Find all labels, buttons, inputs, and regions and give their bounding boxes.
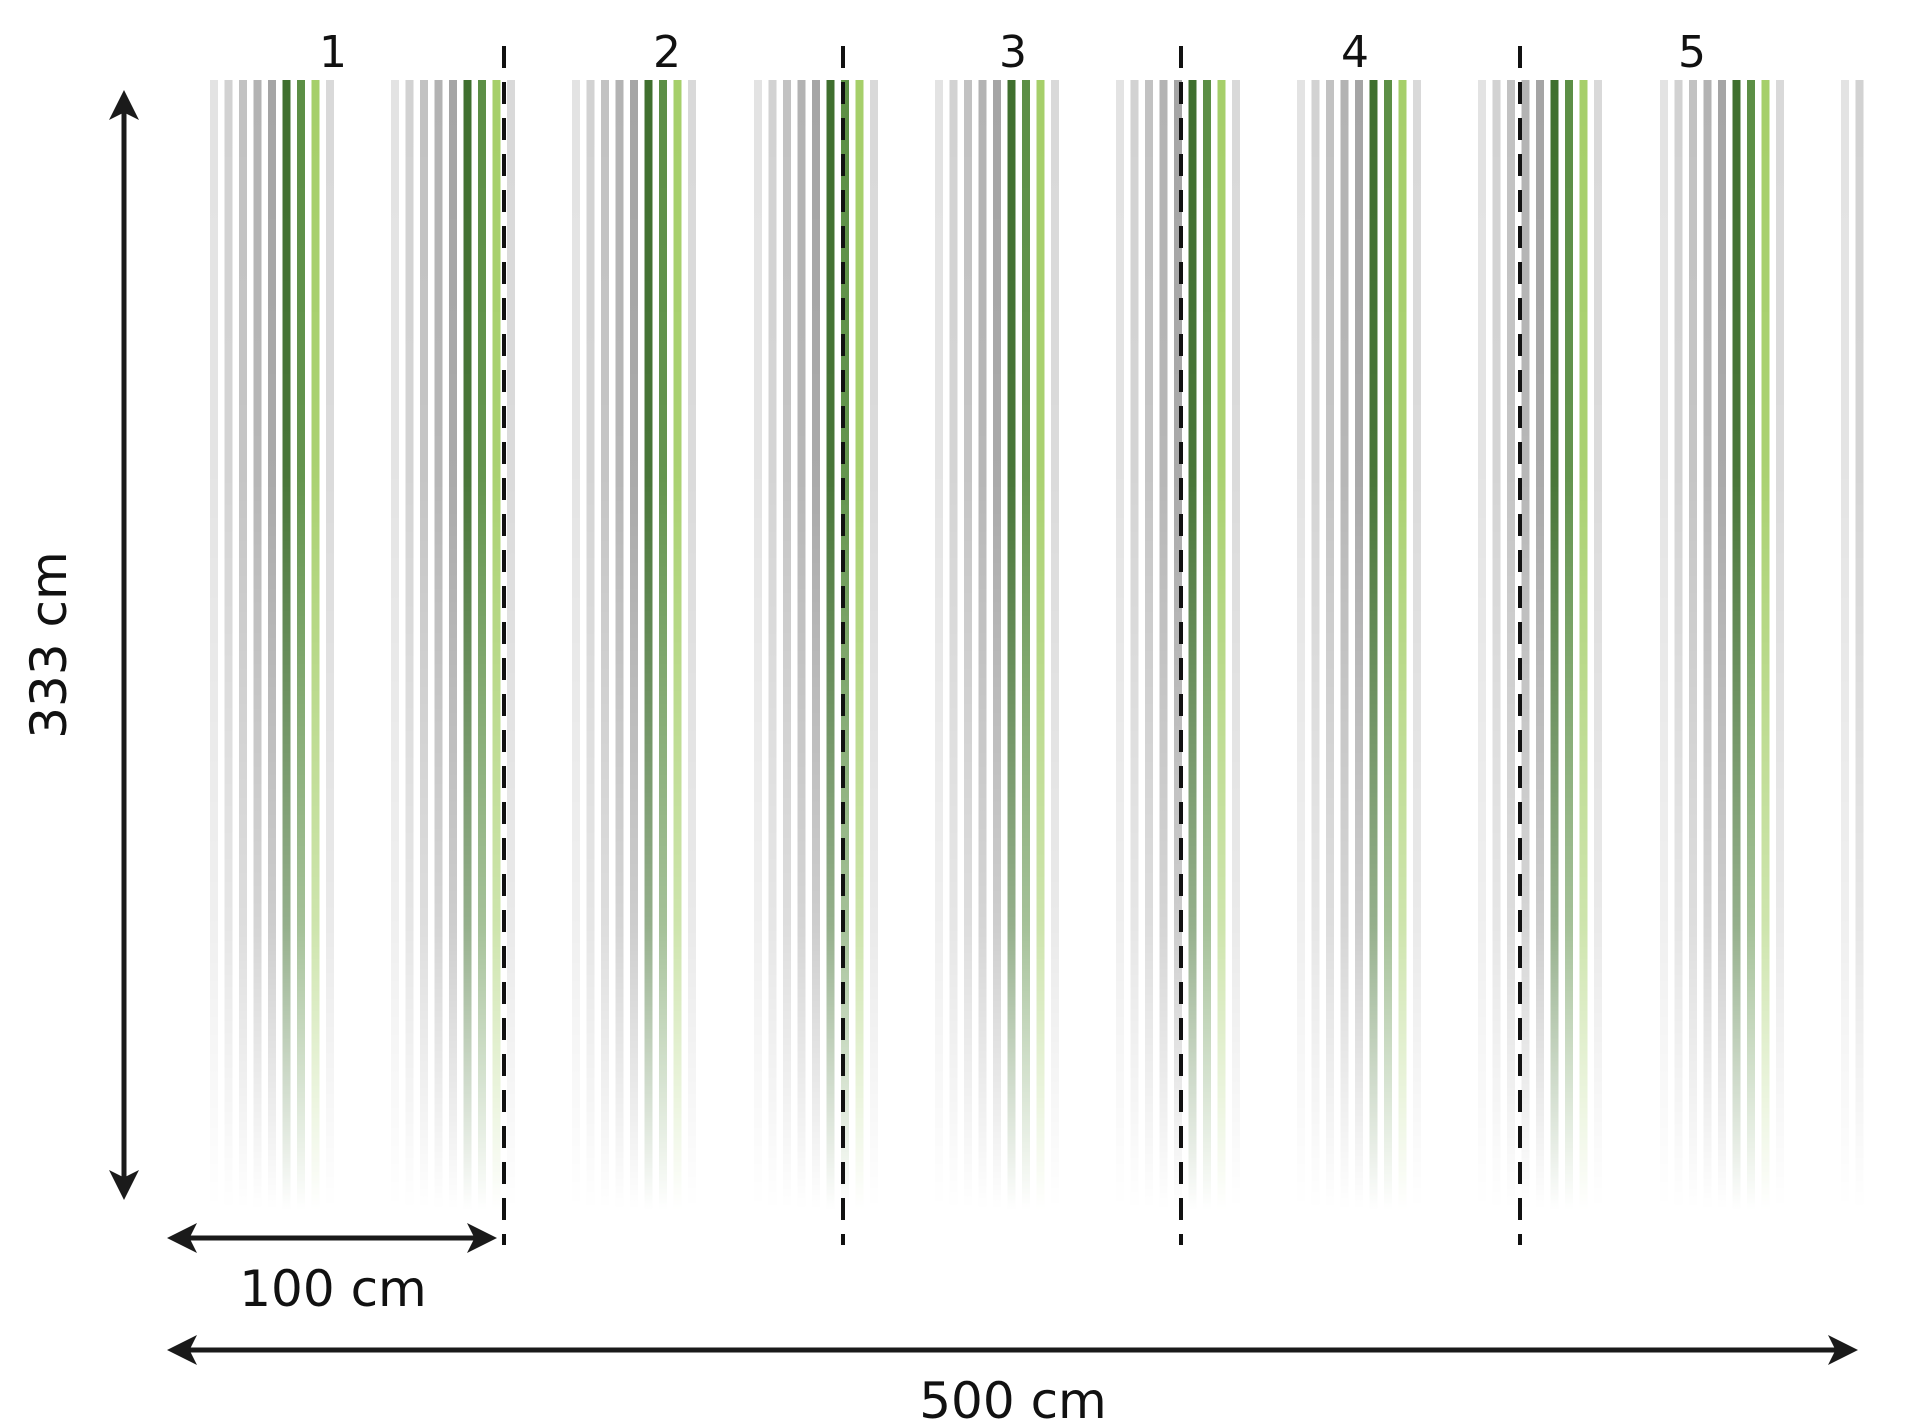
panel-seam-lines — [502, 46, 1522, 1245]
stripe — [224, 80, 233, 1210]
stripe — [572, 80, 580, 1210]
panel-number-1: 1 — [319, 27, 347, 78]
panel-number-2: 2 — [653, 27, 681, 78]
stripe — [1051, 80, 1059, 1210]
stripe — [1855, 80, 1864, 1210]
stripe — [1130, 80, 1139, 1210]
stripe — [1478, 80, 1486, 1210]
stripe — [1732, 80, 1741, 1210]
stripe — [239, 80, 247, 1210]
stripe — [1689, 80, 1697, 1210]
stripe — [311, 80, 320, 1210]
stripe — [586, 80, 595, 1210]
stripe — [449, 80, 457, 1210]
stripe — [1022, 80, 1030, 1210]
stripe — [1340, 80, 1349, 1210]
stripe — [1718, 80, 1726, 1210]
stripe — [492, 80, 501, 1210]
stripe — [463, 80, 472, 1210]
height-label: 333 cm — [20, 551, 78, 739]
stripe — [1413, 80, 1421, 1210]
stripe — [282, 80, 291, 1210]
stripe — [1159, 80, 1168, 1210]
stripe — [1384, 80, 1392, 1210]
stripe — [754, 80, 762, 1210]
stripe — [478, 80, 486, 1210]
stripe — [391, 80, 399, 1210]
stripe — [1841, 80, 1849, 1210]
stripe — [1776, 80, 1784, 1210]
stripe — [1311, 80, 1320, 1210]
stripe — [253, 80, 262, 1210]
stripe — [615, 80, 624, 1210]
stripe — [783, 80, 791, 1210]
panel-number-5: 5 — [1678, 27, 1706, 78]
stripe — [1565, 80, 1573, 1210]
stripe — [1116, 80, 1124, 1210]
stripe — [326, 80, 334, 1210]
stripe — [1007, 80, 1016, 1210]
stripe — [978, 80, 987, 1210]
wallpaper-mural — [210, 80, 1864, 1210]
stripe — [405, 80, 414, 1210]
stripe — [673, 80, 682, 1210]
stripe — [1550, 80, 1559, 1210]
stripe — [1492, 80, 1501, 1210]
stripe — [688, 80, 696, 1210]
stripe — [993, 80, 1001, 1210]
stripe — [210, 80, 218, 1210]
panel-number-4: 4 — [1341, 27, 1369, 78]
stripe — [870, 80, 878, 1210]
panel-number-3: 3 — [999, 27, 1027, 78]
stripe — [1398, 80, 1407, 1210]
stripe — [812, 80, 820, 1210]
stripe — [1761, 80, 1770, 1210]
stripe — [797, 80, 806, 1210]
stripe — [1174, 80, 1182, 1210]
stripe — [1036, 80, 1045, 1210]
stripe — [434, 80, 443, 1210]
stripe — [1703, 80, 1712, 1210]
stripe — [507, 80, 515, 1210]
stripe — [1536, 80, 1544, 1210]
stripe — [1594, 80, 1602, 1210]
stripe — [1326, 80, 1334, 1210]
panel-width-label: 100 cm — [239, 1260, 427, 1318]
stripe — [826, 80, 835, 1210]
stripe — [1188, 80, 1197, 1210]
total-width-label: 500 cm — [919, 1372, 1107, 1419]
stripe — [601, 80, 609, 1210]
stripe — [1203, 80, 1211, 1210]
stripe — [935, 80, 943, 1210]
stripe — [1145, 80, 1153, 1210]
stripe — [1232, 80, 1240, 1210]
stripe — [1660, 80, 1668, 1210]
stripe — [1355, 80, 1363, 1210]
stripe — [949, 80, 958, 1210]
stripe — [855, 80, 864, 1210]
stripe — [659, 80, 667, 1210]
stripe — [297, 80, 305, 1210]
stripe — [1674, 80, 1683, 1210]
stripe — [268, 80, 276, 1210]
stripe — [964, 80, 972, 1210]
stripe — [420, 80, 428, 1210]
stripe — [1507, 80, 1515, 1210]
stripe — [630, 80, 638, 1210]
stripe — [644, 80, 653, 1210]
stripe — [841, 80, 849, 1210]
stripe — [1521, 80, 1530, 1210]
stripe — [1297, 80, 1305, 1210]
stripe — [1747, 80, 1755, 1210]
stripe — [1369, 80, 1378, 1210]
stripe — [1217, 80, 1226, 1210]
stripe — [1579, 80, 1588, 1210]
stripe — [768, 80, 777, 1210]
